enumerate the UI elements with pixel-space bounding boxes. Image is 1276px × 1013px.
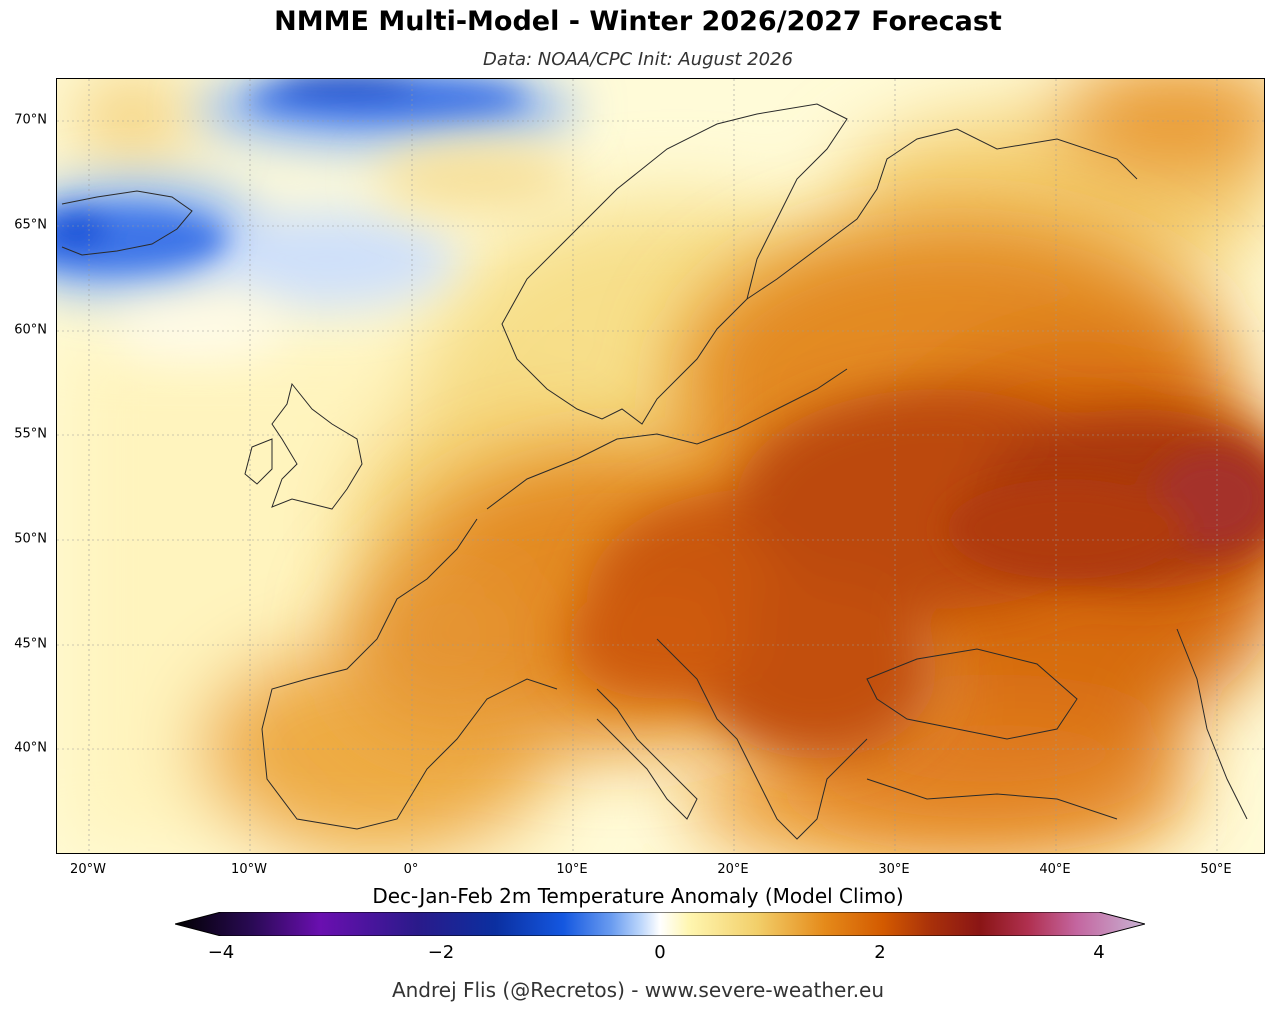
coastlines	[61, 103, 1248, 840]
lat-label: 50°N	[14, 531, 47, 547]
lat-label: 40°N	[14, 740, 47, 756]
colorbar-tick-label: −2	[427, 942, 455, 963]
anomaly-field	[57, 79, 1264, 853]
lon-label: 50°E	[1200, 862, 1232, 877]
graticule	[57, 79, 1264, 853]
colorbar-tick-label: −4	[207, 942, 235, 963]
lat-label: 45°N	[14, 636, 47, 652]
lon-label: 0°	[403, 862, 419, 877]
colorbar-tick-label: 2	[874, 942, 886, 963]
lon-label: 40°E	[1039, 862, 1071, 877]
map-subtitle: Data: NOAA/CPC Init: August 2026	[483, 49, 793, 70]
lat-label: 55°N	[14, 426, 47, 442]
map-title: NMME Multi-Model - Winter 2026/2027 Fore…	[274, 6, 1002, 37]
lon-label: 20°W	[70, 862, 106, 877]
lon-label: 10°W	[231, 862, 267, 877]
colorbar-tick-label: 4	[1093, 942, 1105, 963]
lat-label: 65°N	[14, 217, 47, 233]
lat-label: 70°N	[14, 112, 47, 128]
lon-label: 30°E	[878, 862, 910, 877]
lat-label: 60°N	[14, 322, 47, 338]
lon-label: 20°E	[717, 862, 749, 877]
colorbar	[175, 912, 1145, 936]
colorbar-title: Dec-Jan-Feb 2m Temperature Anomaly (Mode…	[372, 884, 904, 908]
colorbar-tick-label: 0	[654, 942, 666, 963]
lon-label: 10°E	[556, 862, 588, 877]
temperature-anomaly-map	[56, 78, 1265, 854]
credit-text: Andrej Flis (@Recretos) - www.severe-wea…	[391, 978, 885, 1002]
